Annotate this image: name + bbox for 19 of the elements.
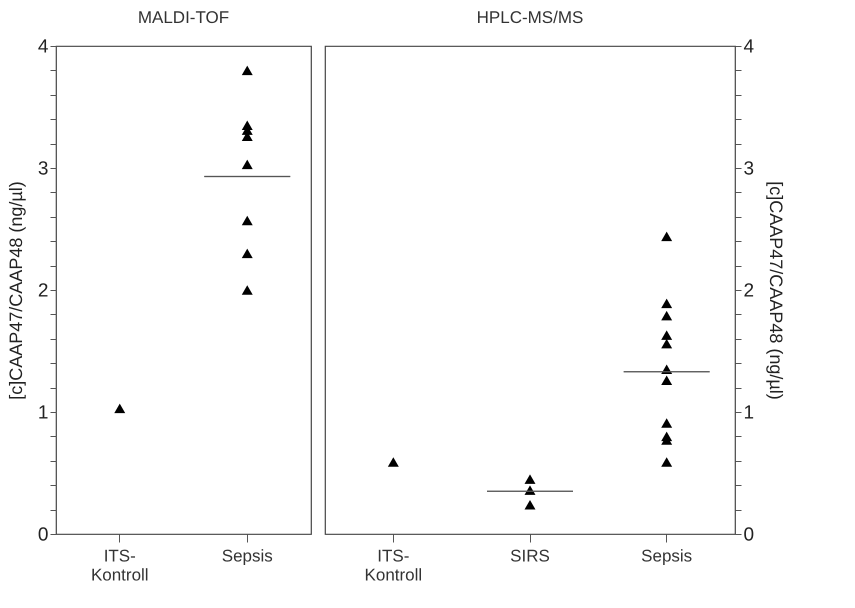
y-axis-title: [c]CAAP47/CAAP48 (ng/µl) bbox=[6, 181, 26, 400]
y-tick-label: 1 bbox=[38, 402, 48, 424]
y-tick-label: 4 bbox=[38, 36, 49, 58]
y2-tick-label: 4 bbox=[744, 36, 754, 58]
y2-tick-label: 2 bbox=[744, 280, 754, 302]
x-tick-label: ITS- Kontroll bbox=[90, 546, 149, 584]
y2-tick-label: 1 bbox=[744, 402, 754, 424]
chart-title: HPLC-MS/MS bbox=[476, 8, 584, 27]
y2-tick-label: 0 bbox=[744, 524, 754, 546]
chart-title: MALDI-TOF bbox=[138, 8, 230, 27]
y-tick-label: 3 bbox=[38, 158, 48, 180]
x-tick-label: ITS- Kontroll bbox=[364, 546, 422, 584]
y-tick-label: 0 bbox=[38, 524, 48, 546]
x-tick-label: Sepsis bbox=[641, 546, 692, 566]
y-tick-label: 2 bbox=[38, 280, 48, 302]
x-tick-label: Sepsis bbox=[222, 546, 273, 566]
x-tick-label: SIRS bbox=[510, 546, 550, 566]
y2-tick-label: 3 bbox=[744, 158, 754, 180]
y2-axis-title: [c]CAAP47/CAAP48 (ng/µl) bbox=[766, 181, 786, 400]
